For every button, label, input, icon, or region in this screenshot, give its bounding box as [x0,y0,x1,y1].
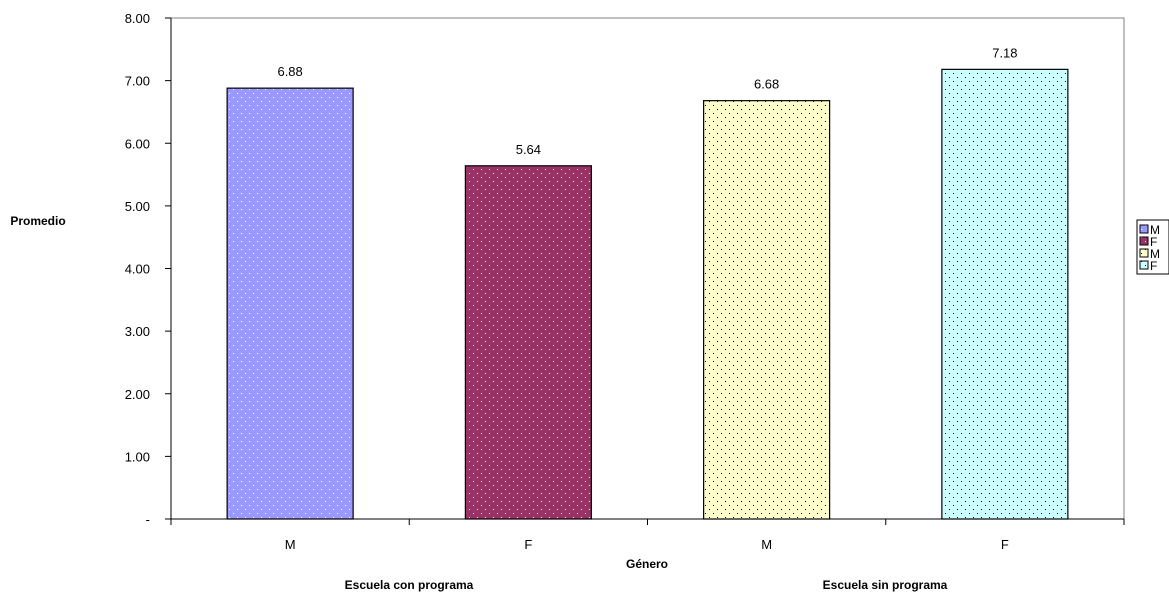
data-label: 6.88 [277,64,302,79]
bar [703,100,831,520]
plot-area: - 1.00 2.00 3.00 4.00 5.00 6.00 7.00 8.00 6.88 M 5.… [125,11,1125,552]
legend-label: M [1150,223,1160,237]
legend-swatch [1139,248,1149,258]
y-tick-label: 2.00 [125,387,150,402]
y-tick-label: 7.00 [125,74,150,89]
y-axis-title: Promedio [10,214,65,228]
x-tick-label: M [285,537,296,552]
y-tick-label: 5.00 [125,199,150,214]
legend-swatch [1139,260,1149,270]
bar [941,68,1069,520]
x-tick-label: F [524,537,532,552]
data-label: 5.64 [516,142,541,157]
bar [464,165,592,520]
x-tick-label: M [761,537,772,552]
legend-label: F [1150,259,1157,273]
group-label-1: Escuela con programa [345,578,474,592]
data-label: 7.18 [992,45,1017,60]
y-tick-label: 3.00 [125,324,150,339]
data-label: 6.68 [754,77,779,92]
y-tick-label: - [146,512,150,527]
y-tick-label: 8.00 [125,11,150,26]
y-tick-label: 1.00 [125,449,150,464]
x-tick-label: F [1001,537,1009,552]
y-tick-label: 4.00 [125,262,150,277]
legend-swatch [1139,224,1149,234]
legend-label: M [1150,247,1160,261]
bar [226,87,354,520]
legend-label: F [1150,235,1157,249]
legend-swatch [1139,236,1149,246]
y-tick-label: 6.00 [125,136,150,151]
x-axis-title: Género [626,557,668,571]
group-label-2: Escuela sin programa [823,578,948,592]
